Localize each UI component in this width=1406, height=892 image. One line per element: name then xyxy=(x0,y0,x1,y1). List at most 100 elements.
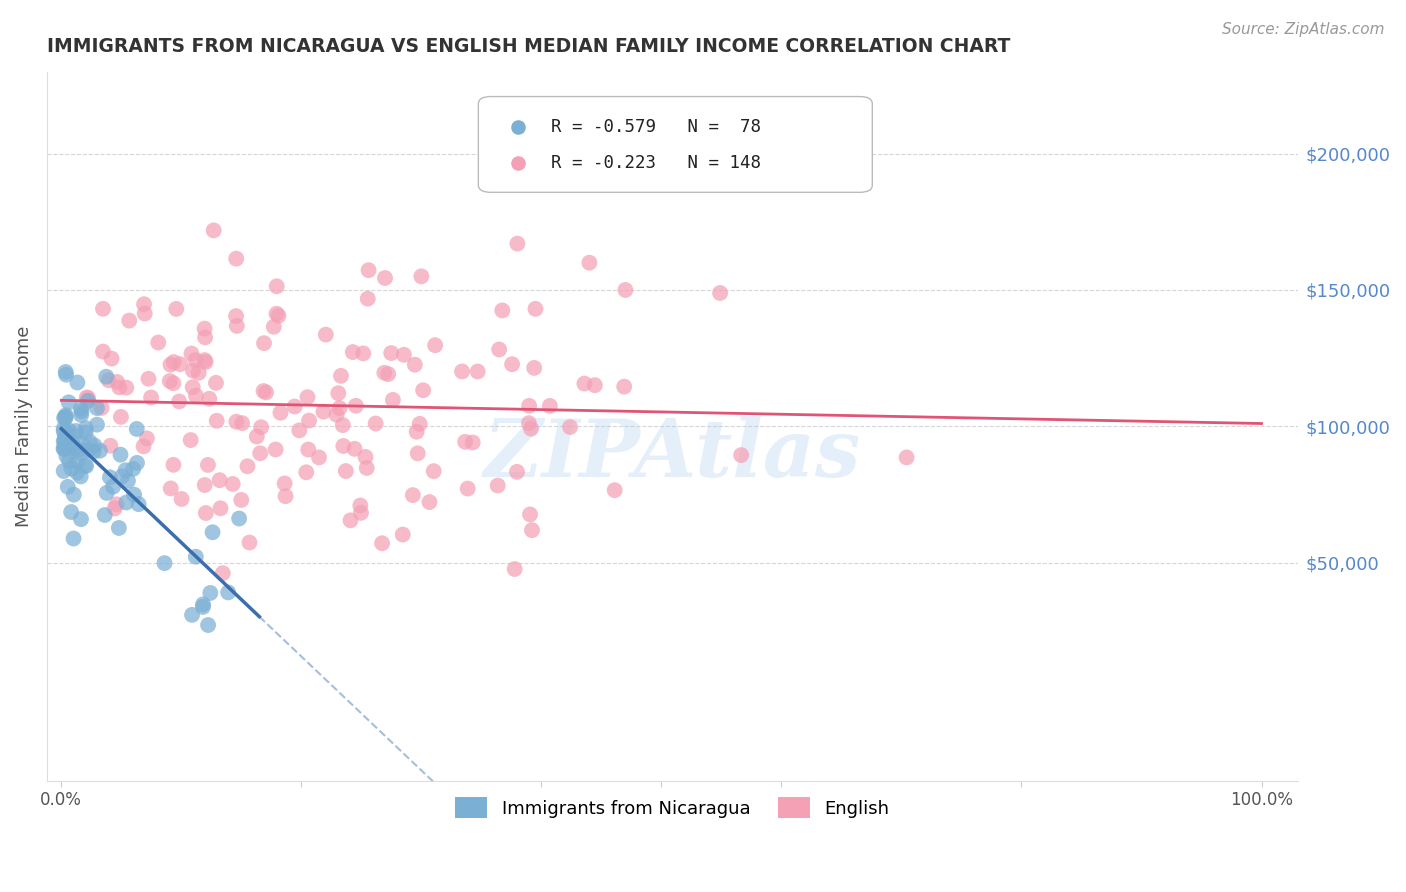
Point xyxy=(295,465,318,479)
Point xyxy=(200,586,222,600)
Point xyxy=(118,313,141,327)
Point xyxy=(225,309,247,323)
Text: R = -0.223   N = 148: R = -0.223 N = 148 xyxy=(551,153,761,171)
Point xyxy=(198,392,221,406)
Point xyxy=(408,417,430,431)
Point xyxy=(122,462,145,476)
Point xyxy=(193,321,215,335)
Point xyxy=(136,431,159,445)
Point xyxy=(269,406,291,420)
Point xyxy=(332,439,354,453)
Point xyxy=(339,513,361,527)
Point xyxy=(231,416,253,430)
Point xyxy=(332,418,354,433)
Point xyxy=(52,442,75,456)
Point xyxy=(349,499,371,513)
Point xyxy=(67,442,90,457)
Point xyxy=(181,363,204,377)
Point xyxy=(222,477,245,491)
Point xyxy=(583,378,606,392)
Point xyxy=(730,448,752,462)
Point xyxy=(194,353,217,368)
Point xyxy=(169,357,191,371)
Point xyxy=(108,380,131,394)
Point xyxy=(344,399,367,413)
Point xyxy=(197,458,219,472)
Point xyxy=(406,446,429,460)
Point xyxy=(138,372,160,386)
Point xyxy=(55,449,77,463)
Point xyxy=(392,348,415,362)
Point xyxy=(709,285,731,300)
Point xyxy=(70,408,93,422)
Point xyxy=(330,368,353,383)
Point xyxy=(100,439,122,453)
Point xyxy=(211,566,233,581)
Point xyxy=(249,446,271,460)
Point xyxy=(236,459,259,474)
Point xyxy=(297,390,319,404)
Point xyxy=(225,415,247,429)
Point xyxy=(391,527,413,541)
Point xyxy=(502,692,524,706)
Point xyxy=(93,508,115,522)
Point xyxy=(506,465,529,479)
Point xyxy=(603,483,626,498)
Point xyxy=(194,355,217,369)
Point xyxy=(105,375,128,389)
Point xyxy=(125,422,148,436)
Point xyxy=(412,384,434,398)
Point xyxy=(342,345,364,359)
Point xyxy=(343,442,366,456)
Point xyxy=(148,335,170,350)
Point xyxy=(134,306,156,320)
FancyBboxPatch shape xyxy=(478,96,872,193)
Point xyxy=(254,385,277,400)
Point xyxy=(65,424,87,438)
Point xyxy=(488,343,510,357)
Point xyxy=(159,374,181,388)
Point xyxy=(159,482,181,496)
Point xyxy=(96,486,118,500)
Point xyxy=(52,425,75,439)
Point xyxy=(246,429,269,443)
Point xyxy=(411,269,433,284)
Point xyxy=(187,366,209,380)
Point xyxy=(66,454,89,468)
Point xyxy=(197,618,219,632)
Point xyxy=(502,692,524,706)
Point xyxy=(139,391,162,405)
Point xyxy=(418,495,440,509)
Point xyxy=(52,421,75,435)
Point xyxy=(66,376,89,390)
Point xyxy=(66,466,89,480)
Point xyxy=(451,364,474,378)
Point xyxy=(97,373,120,387)
Point xyxy=(350,506,373,520)
Point xyxy=(253,336,276,351)
Point xyxy=(201,525,224,540)
Point xyxy=(520,523,543,537)
Point xyxy=(520,422,543,436)
Point xyxy=(503,562,526,576)
Point xyxy=(73,458,96,473)
Point xyxy=(110,409,132,424)
Point xyxy=(181,607,204,622)
Point xyxy=(266,307,288,321)
Point xyxy=(297,442,319,457)
Point xyxy=(58,428,80,442)
Point xyxy=(163,355,186,369)
Point xyxy=(77,443,100,458)
Point xyxy=(70,436,93,450)
Point xyxy=(312,405,335,419)
Point xyxy=(202,223,225,237)
Point xyxy=(101,480,124,494)
Point xyxy=(288,423,311,437)
Point xyxy=(91,344,114,359)
Point xyxy=(315,327,337,342)
Point xyxy=(111,469,134,483)
Point xyxy=(105,497,128,511)
Point xyxy=(58,441,80,455)
Point xyxy=(208,473,231,487)
Point xyxy=(225,252,247,266)
